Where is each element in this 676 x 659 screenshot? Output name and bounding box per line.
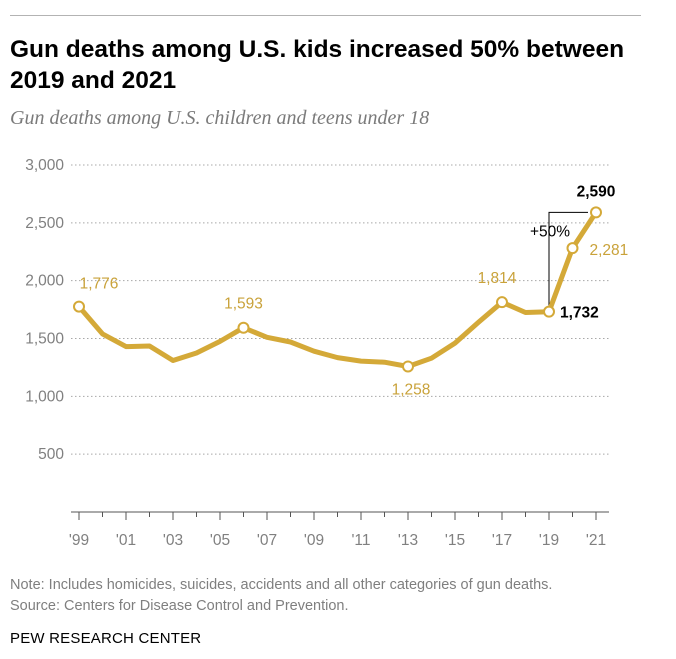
notes: Note: Includes homicides, suicides, acci… [10, 575, 552, 617]
data-series [76, 209, 599, 369]
chart-title: Gun deaths among U.S. kids increased 50%… [10, 36, 625, 94]
x-tick-label: '09 [304, 532, 324, 549]
data-label: 1,258 [392, 381, 431, 398]
point-markers [73, 206, 602, 373]
note-text: Note: Includes homicides, suicides, acci… [10, 577, 553, 593]
series-line [76, 209, 599, 369]
change-annotation: +50% [530, 211, 588, 307]
data-label: 1,732 [560, 305, 599, 322]
point-marker [73, 300, 85, 313]
y-tick-label: 3,000 [25, 157, 64, 174]
point-marker [590, 206, 602, 219]
point-marker [566, 242, 579, 255]
y-axis-tick-labels: 500 1,000 1,500 2,000 2,500 3,000 [25, 157, 64, 463]
x-tick-label: '07 [257, 532, 277, 549]
annotation-bracket [548, 211, 588, 307]
x-axis: '99 '01 '03 '05 '07 '09 '11 '13 '15 '17 '19 '21 [69, 511, 609, 549]
x-tick-label: '99 [69, 532, 89, 549]
data-labels: 1,776 1,593 1,258 1,814 1,732 2,281 2,590 [80, 183, 629, 398]
x-tick-label: '05 [210, 532, 230, 549]
line-chart: 500 1,000 1,500 2,000 2,500 3,000 '99 '01 '03 '0… [25, 157, 629, 549]
data-label: 2,590 [577, 183, 616, 200]
brand-name: PEW RESEARCH CENTER [10, 630, 202, 647]
x-tick-label: '15 [445, 532, 465, 549]
y-tick-label: 1,000 [25, 388, 64, 405]
x-tick-label: '13 [398, 532, 418, 549]
y-tick-label: 2,500 [25, 215, 64, 232]
point-marker [402, 360, 414, 373]
x-tick-label: '01 [116, 532, 136, 549]
top-divider [10, 15, 641, 16]
x-tick-label: '11 [351, 532, 370, 549]
data-label: 1,776 [80, 276, 119, 293]
y-tick-label: 2,000 [25, 273, 64, 290]
annotation-label: +50% [530, 223, 570, 240]
x-tick-label: '03 [163, 532, 183, 549]
source-text: Source: Centers for Disease Control and … [10, 598, 349, 614]
data-label: 2,281 [590, 242, 629, 259]
y-tick-label: 500 [38, 446, 64, 463]
point-marker [496, 296, 508, 309]
x-tick-label: '17 [492, 532, 512, 549]
y-tick-label: 1,500 [25, 331, 64, 348]
data-label: 1,593 [224, 296, 263, 313]
point-marker [543, 305, 555, 318]
data-label: 1,814 [478, 270, 517, 287]
x-tick-label: '19 [539, 532, 559, 549]
point-marker [237, 321, 250, 334]
gridlines [71, 164, 609, 455]
chart-subtitle: Gun deaths among U.S. children and teens… [10, 107, 430, 129]
x-tick-label: '21 [586, 532, 606, 549]
